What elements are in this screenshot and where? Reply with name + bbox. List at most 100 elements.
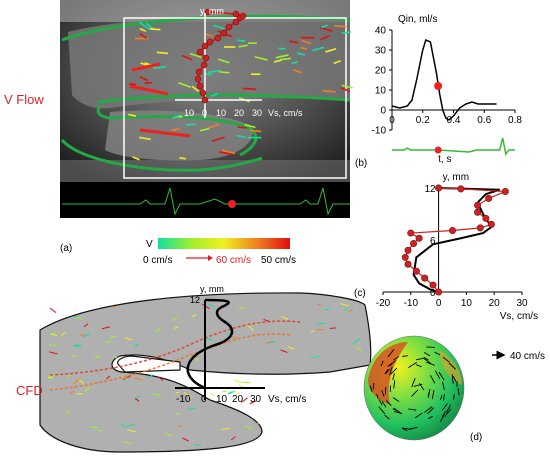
- ultrasound-profile-samples: [194, 8, 247, 104]
- cfd-vector: [134, 397, 140, 402]
- velocity-vector: [213, 24, 225, 30]
- y-tick-label: 12: [424, 184, 436, 195]
- secondary-flow-vector: [389, 366, 393, 376]
- secondary-flow-vector: [439, 413, 446, 423]
- secondary-flow-vector: [452, 375, 457, 382]
- cfd-vector: [134, 395, 140, 401]
- y-tick-label: 0: [380, 106, 386, 117]
- us-profile-x-label: Vs, cm/s: [268, 108, 303, 118]
- profile-point: [401, 253, 409, 261]
- secondary-flow-vector: [446, 404, 452, 412]
- velocity-vector: [301, 39, 312, 45]
- secondary-flow-vector: [372, 382, 375, 390]
- velocity-vector: [199, 127, 210, 132]
- velocity-vector: [292, 68, 303, 74]
- ecg-trace: [62, 187, 350, 216]
- cfd-vector: [78, 333, 87, 337]
- cfd-vector: [352, 338, 361, 345]
- profile-point: [404, 260, 412, 268]
- secondary-flow-vector: [392, 397, 400, 402]
- secondary-flow-vector: [387, 362, 393, 368]
- secondary-flow-vector: [438, 371, 445, 381]
- y-tick-label: 6: [430, 236, 436, 247]
- velocity-vector: [128, 113, 137, 117]
- cfd-vector: [127, 429, 136, 433]
- flow-rate-x-label: t, s: [438, 154, 451, 165]
- cfd-vector: [227, 391, 233, 395]
- cfd-profile-x-label: Vs, cm/s: [268, 394, 306, 405]
- us-profile-x-tick: 0: [202, 108, 207, 118]
- profile-sample: [232, 18, 240, 26]
- cfd-vector: [241, 397, 248, 403]
- x-tick-label: 0: [389, 115, 395, 126]
- cfd-vector: [173, 317, 178, 321]
- secondary-flow-vector: [389, 359, 396, 367]
- cfd-vector-field: [48, 303, 363, 446]
- x-tick-label: 0: [436, 298, 442, 309]
- cfd-vector: [188, 407, 196, 411]
- velocity-vector: [171, 127, 180, 132]
- cfd-vector: [241, 381, 251, 384]
- secondary-flow-vector: [408, 362, 417, 369]
- velocity-vector: [217, 58, 230, 64]
- cfd-profile-x-tick: -10: [176, 394, 191, 405]
- cfd-vector: [120, 422, 126, 428]
- cfd-vector: [181, 437, 189, 442]
- velocity-vector: [275, 54, 289, 59]
- us-profile-x-tick: 10: [184, 108, 194, 118]
- velocity-vector: [244, 123, 256, 129]
- velocity-vector: [211, 136, 225, 142]
- velocity-vector: [322, 89, 336, 93]
- profile-sample: [196, 48, 204, 56]
- x-tick-label: 30: [516, 298, 528, 309]
- cfd-vector: [83, 323, 89, 328]
- cfd-vector: [101, 326, 111, 330]
- flow-rate-x-ticks: 0 0.2 0.4 0.6 0.8: [389, 110, 522, 126]
- secondary-flow-vector: [392, 408, 399, 412]
- velocity-vector: [278, 47, 286, 50]
- velocity-vector: [300, 46, 308, 50]
- velocity-vector: [334, 24, 347, 28]
- us-profile-x-tick: 10: [216, 108, 226, 118]
- profile-sample: [239, 12, 247, 20]
- roi-box: [123, 17, 347, 179]
- panel-label-d: (d): [470, 432, 482, 443]
- cfd-vector: [89, 426, 99, 429]
- secondary-flow-vector: [381, 400, 387, 408]
- profile-sample: [194, 75, 202, 83]
- secondary-flow-vector: [411, 377, 416, 388]
- velocity-vector: [341, 84, 353, 89]
- panel-label-b: (b): [355, 158, 367, 169]
- cfd-vessel-geometry: [39, 292, 372, 453]
- secondary-flow-vector: [424, 406, 433, 413]
- secondary-flow-vector: [401, 427, 408, 432]
- cfd-vector: [329, 327, 337, 329]
- cfd-vector: [175, 391, 180, 394]
- jet-vector: [131, 62, 161, 72]
- secondary-flow-vector: [434, 370, 441, 379]
- cfd-vector: [231, 336, 238, 339]
- cfd-vector: [106, 375, 111, 380]
- cfd-vector: [177, 424, 182, 428]
- cfd-vector: [68, 390, 75, 395]
- secondary-flow-vector: [431, 390, 435, 400]
- profile-point: [415, 234, 423, 242]
- panel-label-a: (a): [60, 243, 72, 254]
- profile-point: [476, 224, 484, 232]
- secondary-flow-vector: [411, 389, 419, 397]
- velocity-vector: [319, 26, 333, 33]
- secondary-flow-vector: [448, 362, 456, 370]
- velocity-vector-field: [128, 21, 353, 161]
- velocity-profile-y-ticks: 12 6 0: [424, 184, 436, 299]
- cfd-vector: [155, 327, 162, 333]
- panel-label-c: (c): [354, 288, 366, 299]
- y-tick-label: 30: [375, 46, 387, 57]
- cfd-vector: [134, 377, 144, 381]
- cfd-vector: [65, 410, 72, 414]
- cfd-vector: [192, 314, 197, 317]
- secondary-flow-vector: [457, 387, 460, 396]
- x-tick-label: 0.2: [416, 115, 430, 126]
- us-profile-y-label: y, mm: [200, 6, 224, 16]
